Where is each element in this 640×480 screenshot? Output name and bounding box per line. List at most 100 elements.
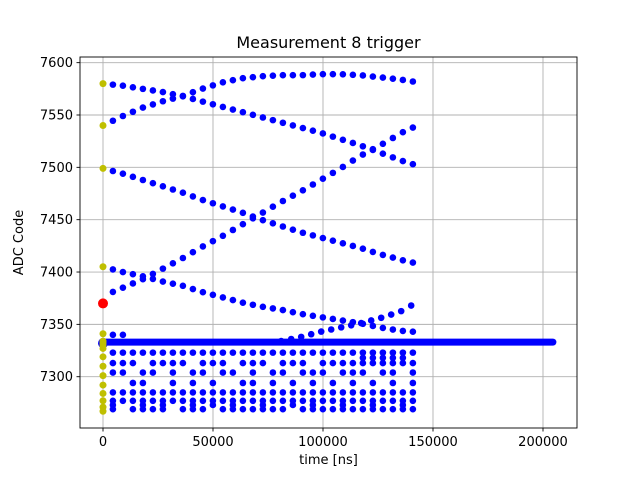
trace-dot: [379, 74, 387, 81]
trace-dot: [299, 310, 307, 318]
pulse-column-dot: [189, 405, 197, 413]
pulse-column-dot: [209, 359, 217, 367]
pulse-column-dot: [369, 354, 377, 362]
trace-dot: [249, 111, 257, 119]
pulse-column-dot: [169, 359, 177, 367]
trace-dot: [329, 70, 337, 78]
trace-dot: [319, 70, 327, 78]
trace-dot: [389, 134, 397, 142]
pulse-column-dot: [359, 359, 367, 367]
trace-dot: [169, 186, 177, 193]
trace-dot: [159, 97, 167, 105]
trace-dot: [269, 220, 277, 227]
trace-dot: [309, 232, 317, 239]
pulse-column-dot: [169, 349, 177, 356]
pulse-column-dot: [129, 389, 137, 396]
pulse-column-dot: [139, 369, 147, 376]
trace-dot: [129, 270, 137, 278]
trace-dot: [109, 167, 117, 175]
pulse-column-dot: [179, 389, 187, 396]
pulse-column-dot: [399, 354, 407, 362]
y-tick-label: 7300: [40, 370, 73, 385]
pulse-column-dot: [169, 379, 177, 387]
trace-dot: [339, 136, 347, 144]
pulse-column-dot: [199, 349, 207, 356]
pulse-column-dot: [109, 331, 117, 339]
pulse-column-dot: [299, 359, 307, 367]
trace-dot: [189, 88, 197, 96]
trace-dot: [229, 226, 237, 234]
trace-dot: [129, 108, 137, 116]
pulse-column-dot: [149, 397, 157, 405]
x-tick-label: 50000: [192, 435, 233, 450]
pulse-column-dot: [319, 389, 327, 396]
pulse-column-dot: [179, 359, 187, 367]
trigger-marker-yellow: [99, 397, 107, 405]
pulse-column-dot: [369, 349, 377, 356]
pulse-column-dot: [389, 359, 397, 367]
pulse-column-dot: [119, 389, 127, 396]
trace-dot: [219, 79, 227, 86]
pulse-column-dot: [329, 397, 337, 405]
pulse-column-dot: [199, 359, 207, 367]
trace-dot: [229, 76, 237, 84]
pulse-column-dot: [379, 359, 387, 367]
trace-dot: [287, 335, 295, 343]
pulse-column-dot: [299, 389, 307, 396]
trace-dot: [209, 82, 217, 89]
pulse-column-dot: [339, 389, 347, 396]
trace-dot: [319, 175, 327, 182]
trace-dot: [297, 333, 305, 341]
trace-dot: [269, 305, 277, 312]
trace-dot: [399, 327, 407, 335]
trace-dot: [407, 302, 415, 309]
trace-dot: [359, 151, 367, 158]
pulse-column-dot: [359, 405, 367, 413]
trace-dot: [219, 203, 227, 210]
trace-dot: [359, 72, 367, 79]
pulse-column-dot: [179, 405, 187, 413]
pulse-column-dot: [349, 369, 357, 376]
pulse-column-dot: [249, 397, 257, 405]
pulse-column-dot: [399, 349, 407, 356]
pulse-column-dot: [209, 389, 217, 396]
trace-dot: [289, 122, 297, 129]
pulse-column-dot: [249, 359, 257, 367]
pulse-column-dot: [359, 349, 367, 356]
trace-dot: [179, 282, 187, 290]
pulse-column-dot: [109, 389, 117, 396]
trace-dot: [139, 104, 147, 111]
pulse-column-dot: [309, 379, 317, 387]
trace-dot: [299, 124, 307, 132]
pulse-column-dot: [309, 405, 317, 413]
trace-dot: [279, 306, 287, 314]
trace-dot: [389, 326, 397, 333]
pulse-column-dot: [279, 405, 287, 413]
trace-dot: [109, 288, 117, 296]
trace-dot: [199, 243, 207, 250]
pulse-column-dot: [219, 369, 227, 376]
pulse-column-dot: [259, 389, 267, 396]
pulse-column-dot: [219, 397, 227, 405]
trace-dot: [149, 101, 157, 108]
pulse-column-dot: [199, 369, 207, 376]
chart-title: Measurement 8 trigger: [236, 33, 421, 52]
pulse-column-dot: [359, 397, 367, 405]
trace-dot: [409, 124, 417, 131]
pulse-column-dot: [259, 349, 267, 356]
pulse-column-dot: [339, 359, 347, 367]
pulse-column-dot: [409, 379, 417, 387]
trace-dot: [199, 196, 207, 204]
y-tick-label: 7500: [40, 161, 73, 176]
trigger-marker-yellow: [99, 80, 107, 88]
pulse-column-dot: [219, 359, 227, 367]
trace-dot: [249, 215, 257, 222]
trigger-marker-red: [98, 298, 109, 309]
trace-dot: [199, 85, 207, 92]
trace-dot: [209, 237, 217, 245]
pulse-column-dot: [379, 405, 387, 413]
pulse-column-dot: [199, 389, 207, 396]
trace-dot: [399, 157, 407, 165]
pulse-column-dot: [409, 389, 417, 396]
trace-dot: [369, 73, 377, 80]
